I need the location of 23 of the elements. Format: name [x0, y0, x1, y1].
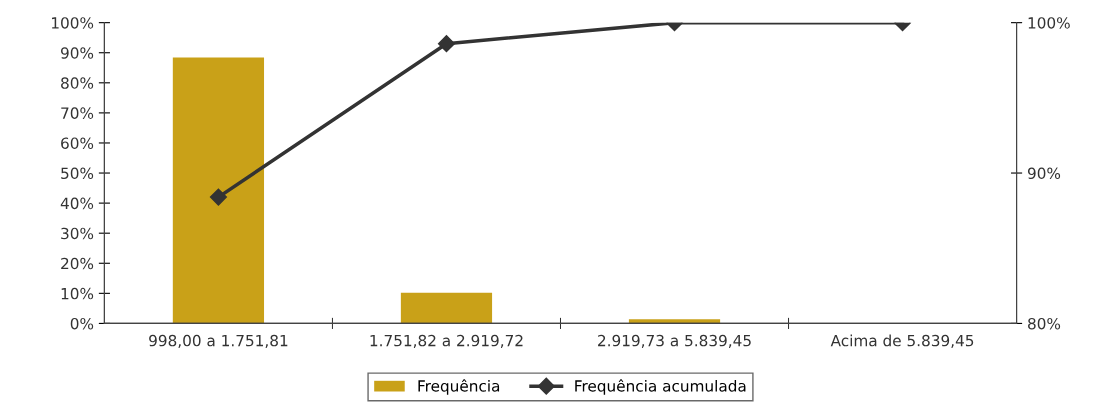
y2-tick-label: 100%: [1028, 17, 1070, 29]
y-tick-label: 90%: [60, 47, 94, 59]
legend-label: Frequência: [418, 379, 500, 395]
legend-label: Frequência acumulada: [575, 379, 746, 395]
x-tick-label: 2.919,73 a 5.839,45: [598, 334, 751, 348]
y-tick-label: 20%: [61, 257, 94, 270]
bar: [172, 57, 265, 324]
y-tick-label: 50%: [61, 167, 94, 180]
y-tick-label: 60%: [61, 137, 94, 149]
y-tick-label: 70%: [61, 107, 94, 119]
y2-tick-label: 90%: [1027, 167, 1061, 180]
y-tick-label: 40%: [60, 197, 94, 210]
x-tick-label: 998,00 a 1.751,81: [149, 334, 288, 348]
bar: [400, 292, 493, 324]
y-tick-label: 100%: [51, 17, 94, 29]
y-tick-label: 0%: [70, 317, 94, 330]
y2-tick-label: 80%: [1028, 317, 1061, 330]
x-tick-label: 1.751,82 a 2.919,72: [370, 334, 523, 348]
x-tick-label: Acima de 5.839,45: [830, 334, 974, 348]
y-tick-label: 10%: [61, 287, 94, 300]
bar: [628, 319, 721, 324]
y-tick-label: 30%: [61, 227, 94, 240]
y-tick-label: 80%: [61, 77, 94, 89]
